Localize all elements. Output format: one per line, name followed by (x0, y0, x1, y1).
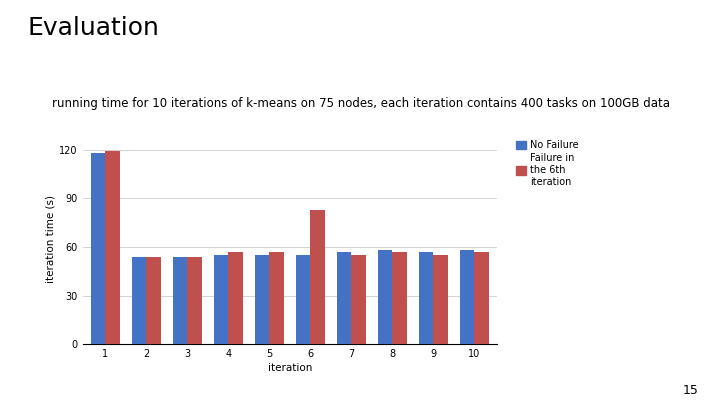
Bar (310, 210, 325, 344)
Text: 15: 15 (683, 384, 698, 397)
Bar (392, 252, 407, 344)
Bar (433, 255, 448, 344)
Bar (228, 252, 243, 344)
Bar (214, 255, 228, 344)
Bar (337, 252, 351, 344)
Bar (351, 255, 366, 344)
Legend: No Failure, Failure in
the 6th
iteration: No Failure, Failure in the 6th iteration (514, 139, 580, 188)
X-axis label: iteration: iteration (268, 363, 312, 373)
Y-axis label: iteration time (s): iteration time (s) (45, 195, 55, 283)
Bar (419, 252, 433, 344)
Bar (105, 151, 120, 344)
Bar (269, 252, 284, 344)
Bar (460, 250, 474, 344)
Bar (378, 250, 392, 344)
Bar (91, 153, 105, 344)
Text: Evaluation: Evaluation (27, 16, 159, 40)
Bar (474, 252, 489, 344)
Bar (132, 257, 146, 344)
Text: running time for 10 iterations of k-means on 75 nodes, each iteration contains 4: running time for 10 iterations of k-mean… (52, 97, 670, 110)
Bar (296, 255, 310, 344)
Bar (173, 257, 187, 344)
Bar (255, 255, 269, 344)
Bar (146, 257, 161, 344)
Bar (187, 257, 202, 344)
